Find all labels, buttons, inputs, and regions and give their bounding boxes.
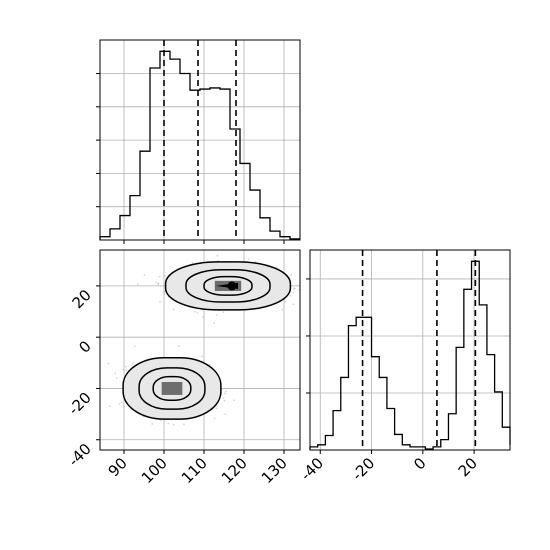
scatter-point [290,273,292,276]
scatter-point [172,308,175,311]
scatter-y-tick-label: -20 [65,389,95,419]
scatter-point [114,372,117,375]
scatter-point [191,262,194,264]
scatter-point [224,390,227,393]
scatter-x-tick-label: 90 [105,454,131,480]
scatter-point [115,377,118,379]
scatter-point [136,283,139,286]
scatter-point [216,254,219,257]
scatter-point [213,417,216,420]
scatter-point [200,355,203,358]
contour-line [203,275,253,296]
hist-y-tick-label: 0 [410,454,429,473]
scatter-point [247,258,250,260]
scatter-x-tick-label: 130 [258,454,291,487]
scatter-point [159,301,162,303]
scatter-point [289,294,292,297]
scatter-point [222,311,225,314]
scatter-point [133,345,136,348]
scatter-point [151,423,154,425]
scatter-point [216,314,218,316]
scatter-x-tick-label: 120 [218,454,251,487]
scatter-point [108,405,111,408]
density-core [161,381,183,395]
scatter-point [292,291,295,294]
scatter-point [107,362,110,365]
scatter-point [224,413,227,415]
scatter-point [125,369,128,372]
hist-y-frame [309,249,511,451]
scatter-point [118,403,121,406]
contour-line [138,367,206,410]
scatter-x-tick-label: 110 [178,454,211,487]
chart-marks [99,40,511,450]
scatter-point [155,281,157,284]
scatter-point [157,282,160,285]
scatter-point [224,392,226,395]
scatter-point [275,266,278,269]
scatter-point [159,419,162,422]
scatter-y-tick-label: -40 [65,440,95,470]
scatter-point [132,362,134,365]
contour-line [185,268,271,303]
scatter-point [172,423,175,426]
scatter-point [196,312,199,314]
scatter-point [293,287,295,290]
scatter-point [157,282,160,285]
scatter-x-tick-label: 100 [138,454,171,487]
scatter-point [233,399,236,402]
grid-lines [100,40,510,450]
scatter-y-tick-label: 0 [75,337,94,356]
scatter-point [121,401,123,404]
scatter-point [183,423,185,426]
scatter-point [292,303,295,306]
scatter-point [223,399,226,402]
scatter-point [213,322,216,324]
hist-x-step [99,50,300,240]
scatter-y-tick-label: 20 [69,286,95,312]
contour-line [152,375,192,402]
hist-y-step [309,260,511,450]
scatter-point [194,311,197,313]
scatter-point [167,422,170,425]
axes-frames [96,39,511,454]
scatter-point [125,365,127,368]
contour-line [164,261,292,311]
scatter-point [293,287,296,290]
scatter-point [216,407,218,410]
scatter-frame [99,249,301,451]
scatter-point [222,397,225,399]
scatter-point [178,345,180,348]
scatter-point [158,275,161,278]
scatter-point [281,308,283,311]
scatter-point [208,363,211,366]
hist-x-frame [99,39,301,241]
hist-y-tick-label: -40 [297,454,327,484]
density-peak-dot [227,281,237,291]
scatter-point [164,275,167,277]
scatter-point [284,300,287,303]
hist-y-tick-label: -20 [348,454,378,484]
contour-line [122,357,222,420]
hist-y-tick-label: 20 [455,454,481,480]
scatter-point [143,274,146,277]
